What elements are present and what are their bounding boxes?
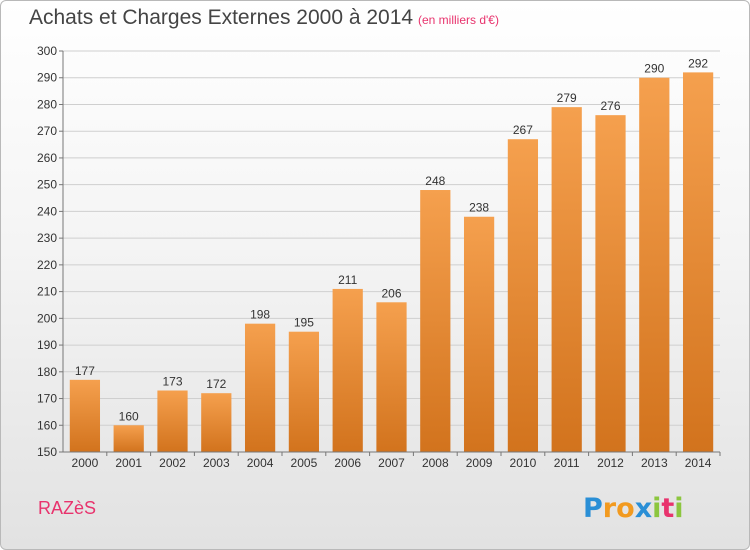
x-tick-label: 2003 [203, 456, 230, 470]
x-tick-label: 2006 [334, 456, 361, 470]
x-tick-label: 2013 [641, 456, 668, 470]
bar-2003 [201, 393, 232, 452]
bar-2004 [244, 323, 276, 452]
bars: 177 160 173 172 198 195 211 206 248 238 267 279 276 2… [69, 56, 714, 453]
chart-title: Achats et Charges Externes 2000 à 2014 [29, 6, 414, 29]
bar-value-label: 206 [381, 286, 401, 300]
bar-2005 [288, 331, 320, 452]
bar-value-label: 292 [688, 56, 708, 70]
y-tick-label: 210 [37, 285, 57, 299]
x-tick-label: 2004 [247, 456, 274, 470]
bar-2013 [639, 77, 670, 452]
y-tick-label: 160 [37, 418, 57, 432]
commune-name: RAZèS [38, 498, 97, 518]
proxiti-logo: Proxiti [583, 493, 684, 524]
y-tick-label: 260 [37, 151, 57, 165]
bar-2001 [113, 425, 144, 452]
bar-2010 [507, 139, 539, 452]
x-tick-label: 2014 [685, 456, 712, 470]
y-tick-label: 300 [37, 44, 57, 58]
y-tick-label: 170 [37, 392, 57, 406]
y-tick-label: 150 [37, 445, 57, 459]
x-tick-label: 2001 [115, 456, 142, 470]
x-tick-label: 2011 [554, 456, 580, 470]
x-tick-label: 2012 [597, 456, 624, 470]
bar-value-label: 267 [513, 123, 533, 137]
svg-text:Proxiti: Proxiti [583, 493, 684, 524]
y-tick-label: 200 [37, 311, 57, 325]
x-tick-label: 2007 [378, 456, 405, 470]
bar-value-label: 198 [250, 308, 270, 322]
bar-value-label: 276 [600, 99, 620, 113]
bar-2011 [551, 107, 582, 452]
y-tick-label: 270 [37, 124, 57, 138]
x-tick-label: 2009 [466, 456, 493, 470]
y-tick-label: 180 [37, 365, 57, 379]
y-tick-label: 230 [37, 231, 57, 245]
axes: 150 160 170 180 190 200 210 220 230 240 250 260 270 2… [37, 44, 721, 470]
x-tick-label: 2002 [159, 456, 186, 470]
bar-2007 [376, 302, 407, 452]
bar-value-label: 290 [644, 62, 664, 76]
bar-2012 [595, 115, 626, 452]
bar-2008 [420, 190, 451, 452]
y-tick-label: 290 [37, 71, 57, 85]
bar-2014 [682, 72, 714, 453]
bar-value-label: 173 [162, 375, 182, 389]
x-tick-label: 2010 [510, 456, 537, 470]
bar-value-label: 248 [425, 174, 445, 188]
y-tick-label: 240 [37, 204, 57, 218]
bar-value-label: 160 [119, 409, 139, 423]
chart-subtitle: (en milliers d'€) [418, 13, 499, 27]
bar-value-label: 211 [338, 273, 357, 287]
y-tick-label: 190 [37, 338, 57, 352]
x-tick-label: 2005 [291, 456, 318, 470]
bar-2002 [157, 390, 188, 452]
bar-value-label: 177 [75, 364, 95, 378]
bar-value-label: 238 [469, 201, 489, 215]
bar-2009 [463, 216, 495, 452]
y-tick-label: 280 [37, 97, 57, 111]
y-tick-label: 220 [37, 258, 57, 272]
x-tick-label: 2008 [422, 456, 449, 470]
bar-2006 [332, 288, 363, 452]
bar-value-label: 172 [206, 377, 226, 391]
y-tick-label: 250 [37, 178, 57, 192]
bar-2000 [69, 379, 101, 452]
bar-value-label: 279 [557, 91, 577, 105]
x-tick-label: 2000 [72, 456, 99, 470]
bar-value-label: 195 [294, 316, 314, 330]
